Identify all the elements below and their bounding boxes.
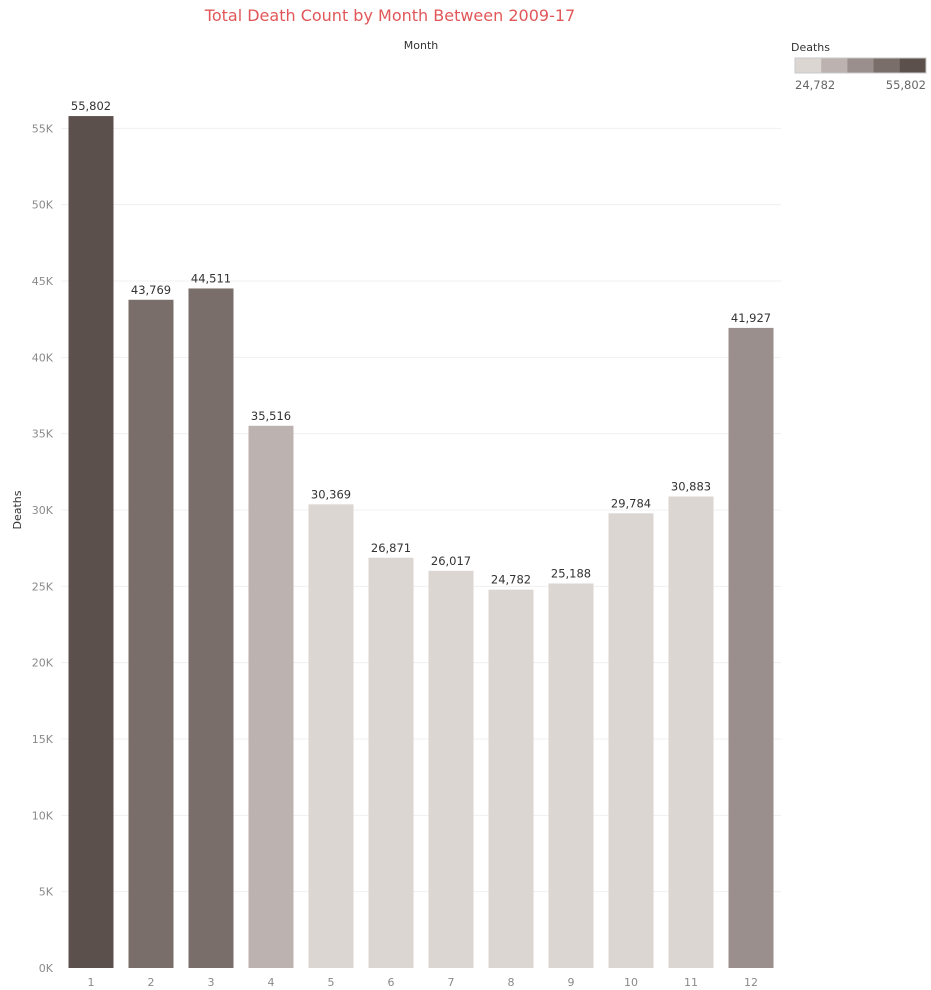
data-label: 41,927 — [731, 311, 771, 325]
x-tick-label: 1 — [88, 976, 95, 989]
data-label: 25,188 — [551, 566, 591, 580]
y-axis-ticks: 0K 5K 10K 15K 20K 25K 30K 35K 40K 45K 50K 55K — [32, 122, 54, 975]
y-tick-label: 25K — [32, 580, 54, 593]
x-tick-label: 6 — [388, 976, 395, 989]
data-label: 24,782 — [491, 573, 531, 587]
bar — [428, 570, 474, 968]
legend-swatch — [873, 58, 901, 73]
x-tick-label: 11 — [684, 976, 698, 989]
y-tick-label: 30K — [32, 504, 54, 517]
data-labels: 55,802 43,769 44,511 35,516 30,369 26,871 26,0… — [71, 99, 771, 587]
x-tick-label: 8 — [508, 976, 515, 989]
bar — [368, 557, 414, 968]
y-tick-label: 40K — [32, 351, 54, 364]
y-tick-label: 10K — [32, 809, 54, 822]
y-tick-label: 50K — [32, 199, 54, 212]
bar — [488, 589, 534, 968]
y-axis-title: Deaths — [11, 490, 24, 529]
bar — [68, 116, 114, 969]
bars — [68, 116, 774, 969]
x-tick-label: 9 — [568, 976, 575, 989]
bar — [728, 327, 774, 968]
chart-title: Total Death Count by Month Between 2009-… — [204, 6, 575, 25]
data-label: 35,516 — [251, 409, 291, 423]
color-legend: Deaths 24,782 55,802 — [791, 41, 927, 92]
bar — [188, 288, 234, 968]
y-tick-label: 15K — [32, 733, 54, 746]
bar — [608, 513, 654, 968]
legend-swatch — [899, 58, 927, 73]
x-tick-label: 2 — [148, 976, 155, 989]
data-label: 30,883 — [671, 480, 711, 494]
y-tick-label: 55K — [32, 122, 54, 135]
legend-swatch — [847, 58, 875, 73]
y-tick-label: 5K — [39, 886, 54, 899]
legend-border — [794, 57, 927, 74]
x-tick-label: 10 — [624, 976, 638, 989]
bar — [248, 425, 294, 968]
x-tick-label: 4 — [268, 976, 275, 989]
legend-min-label: 24,782 — [795, 78, 835, 92]
bar — [548, 583, 594, 968]
column-header-month: Month — [404, 39, 439, 52]
data-label: 44,511 — [191, 271, 231, 285]
data-label: 29,784 — [611, 496, 651, 510]
data-label: 26,871 — [371, 541, 411, 555]
x-tick-label: 3 — [208, 976, 215, 989]
data-label: 26,017 — [431, 554, 471, 568]
data-label: 30,369 — [311, 487, 351, 501]
gridlines — [61, 127, 781, 893]
legend-title: Deaths — [791, 41, 830, 54]
x-tick-label: 12 — [744, 976, 758, 989]
legend-max-label: 55,802 — [886, 78, 926, 92]
x-tick-label: 7 — [448, 976, 455, 989]
y-tick-label: 45K — [32, 275, 54, 288]
legend-swatches — [794, 57, 927, 74]
data-label: 43,769 — [131, 283, 171, 297]
data-label: 55,802 — [71, 99, 111, 113]
bar — [668, 496, 714, 968]
legend-swatch — [821, 58, 848, 73]
bar — [308, 504, 354, 968]
y-tick-label: 35K — [32, 428, 54, 441]
legend-swatch — [795, 58, 822, 73]
y-tick-label: 0K — [39, 962, 54, 975]
x-axis-ticks: 1 2 3 4 5 6 7 8 9 10 11 12 — [88, 976, 759, 989]
bar — [128, 299, 174, 968]
y-tick-label: 20K — [32, 657, 54, 670]
x-tick-label: 5 — [328, 976, 335, 989]
